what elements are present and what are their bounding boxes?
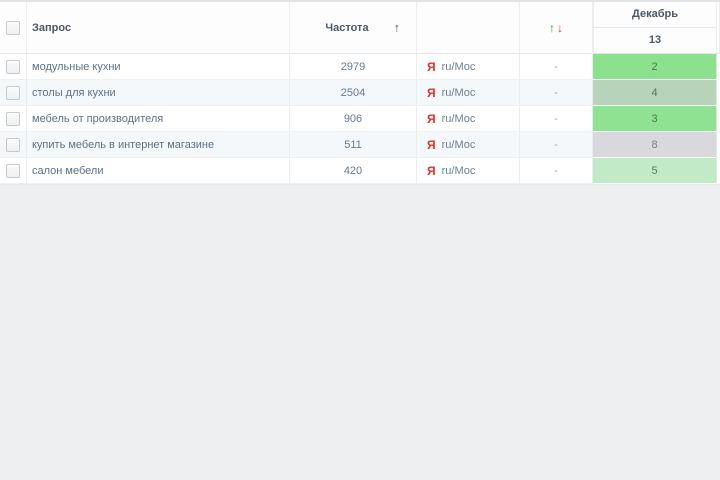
searcher-region: ru/Мос (441, 138, 476, 151)
frequency-cell: 2504 (290, 80, 417, 106)
position-cell[interactable]: 2 (593, 54, 717, 80)
row-checkbox-cell (0, 158, 27, 184)
dynamics-cell: - (520, 54, 593, 80)
query-text: модульные кухни (32, 60, 121, 73)
header-date-cell: Декабрь 13 (593, 2, 717, 54)
arrow-up-icon: ↑ (549, 20, 555, 35)
position-cell[interactable]: 5 (593, 158, 717, 184)
query-text: купить мебель в интернет магазине (32, 138, 215, 151)
frequency-column-label: Частота (325, 21, 369, 34)
position-cell[interactable]: 8 (593, 132, 717, 158)
keywords-positions-table: Запрос Частота ↑ ↑ ↓ Декабрь 13 модульные… (0, 0, 720, 184)
header-query-cell[interactable]: Запрос (27, 2, 290, 54)
query-text: мебель от производителя (32, 112, 164, 125)
query-cell[interactable]: салон мебели (27, 158, 290, 184)
query-cell[interactable]: модульные кухни (27, 54, 290, 80)
row-checkbox[interactable] (6, 59, 20, 74)
dynamics-cell: - (520, 106, 593, 132)
yandex-icon: Я (427, 137, 436, 152)
row-spacer (717, 132, 720, 158)
row-checkbox[interactable] (6, 163, 20, 178)
frequency-cell: 2979 (290, 54, 417, 80)
header-checkbox-cell (0, 2, 27, 54)
page-background (0, 184, 720, 480)
query-column-label: Запрос (32, 21, 72, 34)
row-spacer (717, 80, 720, 106)
select-all-checkbox[interactable] (6, 20, 20, 35)
query-text: столы для кухни (32, 86, 116, 99)
searcher-region: ru/Мос (441, 60, 476, 73)
position-cell[interactable]: 4 (593, 80, 717, 106)
date-month-label[interactable]: Декабрь (594, 2, 716, 28)
row-checkbox-cell (0, 132, 27, 158)
frequency-cell: 420 (290, 158, 417, 184)
searcher-region: ru/Мос (441, 86, 476, 99)
query-cell[interactable]: мебель от производителя (27, 106, 290, 132)
dynamics-cell: - (520, 158, 593, 184)
row-checkbox-cell (0, 80, 27, 106)
yandex-icon: Я (427, 111, 436, 126)
row-checkbox[interactable] (6, 111, 20, 126)
table-header-row: Запрос Частота ↑ ↑ ↓ Декабрь 13 (0, 2, 720, 54)
row-spacer (717, 54, 720, 80)
query-cell[interactable]: купить мебель в интернет магазине (27, 132, 290, 158)
yandex-icon: Я (427, 163, 436, 178)
arrow-down-icon: ↓ (557, 20, 563, 35)
dynamics-cell: - (520, 132, 593, 158)
dynamics-cell: - (520, 80, 593, 106)
frequency-cell: 906 (290, 106, 417, 132)
searcher-region: ru/Мос (441, 164, 476, 177)
header-searcher-cell (417, 2, 520, 54)
dynamics-sort-icons: ↑ ↓ (549, 21, 563, 35)
header-frequency-cell[interactable]: Частота ↑ (290, 2, 417, 54)
position-cell[interactable]: 3 (593, 106, 717, 132)
date-day-label[interactable]: 13 (648, 34, 662, 47)
yandex-icon: Я (427, 85, 436, 100)
searcher-region: ru/Мос (441, 112, 476, 125)
header-dynamics-cell[interactable]: ↑ ↓ (520, 2, 593, 54)
row-checkbox-cell (0, 106, 27, 132)
row-checkbox[interactable] (6, 85, 20, 100)
query-text: салон мебели (32, 164, 104, 177)
frequency-cell: 511 (290, 132, 417, 158)
yandex-icon: Я (427, 59, 436, 74)
row-checkbox-cell (0, 54, 27, 80)
row-checkbox[interactable] (6, 137, 20, 152)
row-spacer (717, 106, 720, 132)
row-spacer (717, 158, 720, 184)
query-cell[interactable]: столы для кухни (27, 80, 290, 106)
sort-ascending-icon[interactable]: ↑ (394, 20, 400, 35)
